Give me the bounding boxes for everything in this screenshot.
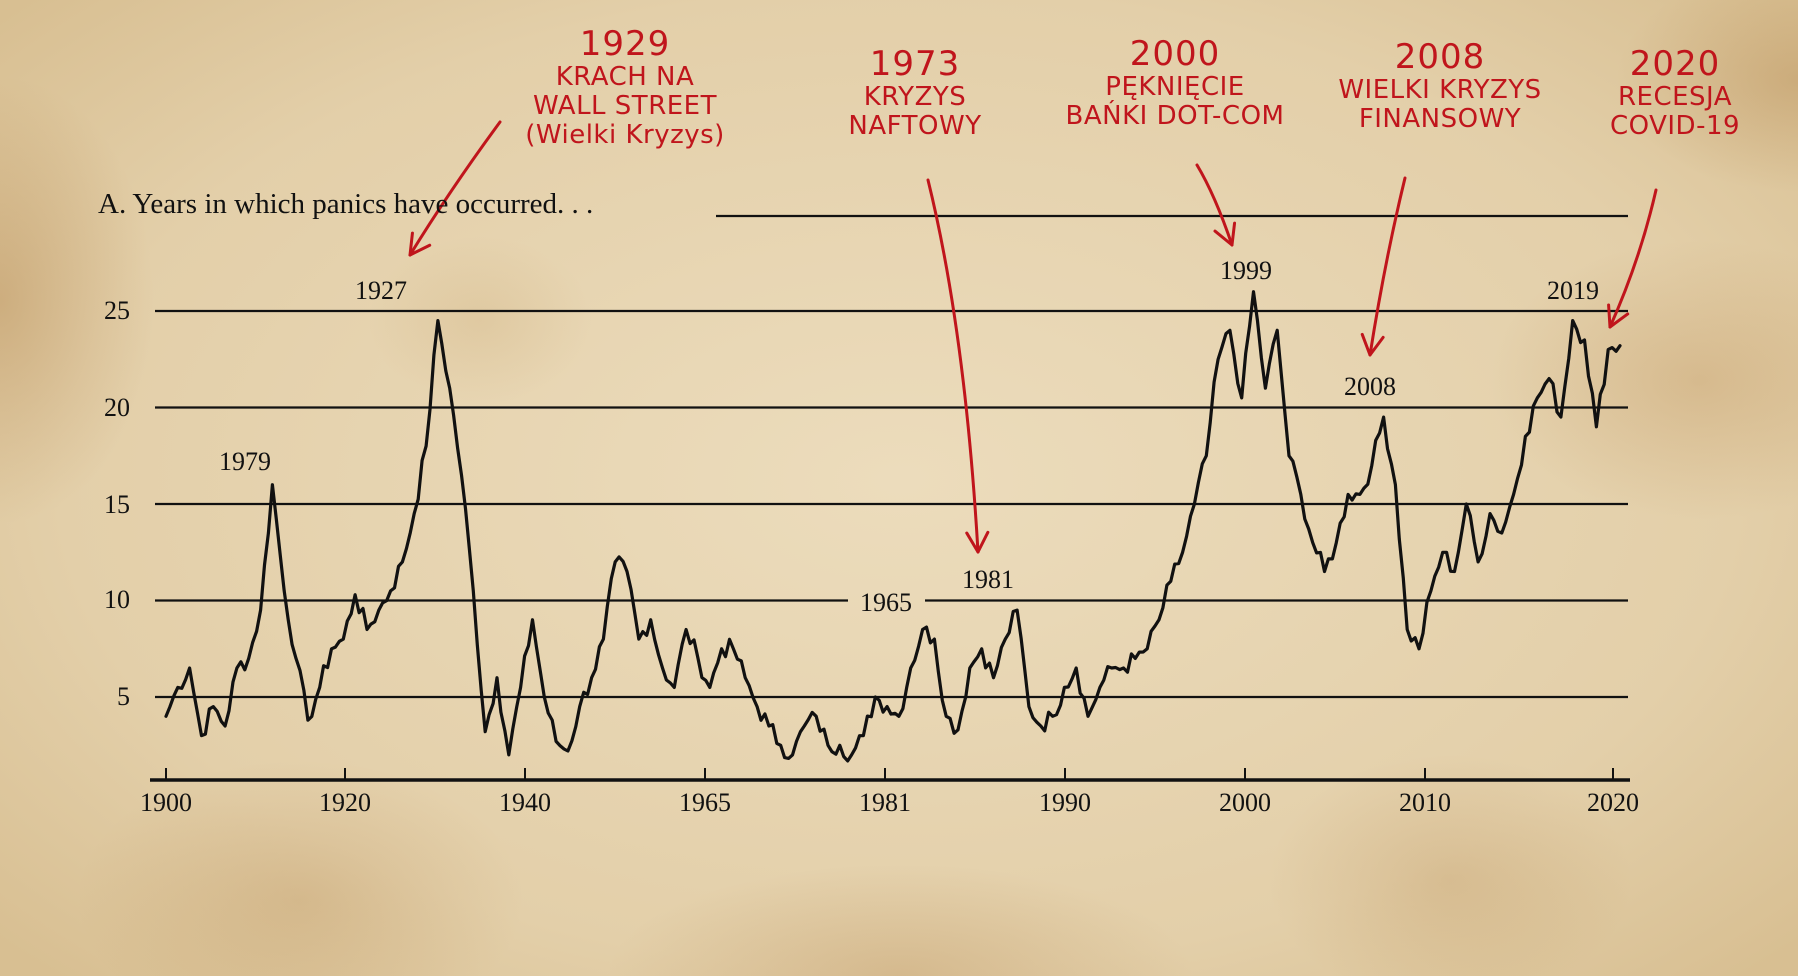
y-tick-20: 20 [104, 393, 130, 422]
y-tick-5: 5 [117, 682, 130, 711]
annotation-2000-year: 2000 [1129, 34, 1221, 74]
y-tick-15: 15 [104, 490, 130, 519]
annotation-2000-line-1: PĘKNIĘCIE [1105, 72, 1245, 103]
annotation-2008-year: 2008 [1394, 37, 1486, 77]
x-tick-1981: 1981 [859, 788, 911, 817]
x-tick-2020: 2020 [1587, 788, 1639, 817]
gridlines [155, 214, 1628, 699]
annotation-2008: 2008 WIELKI KRYZYS FINANSOWY [1320, 38, 1560, 134]
x-axis [150, 768, 1630, 782]
x-tick-1920: 1920 [319, 788, 371, 817]
annotation-2020: 2020 RECESJA COVID-19 [1590, 45, 1760, 141]
annotation-1929: 1929 KRACH NA WALL STREET (Wielki Kryzys… [505, 25, 745, 150]
annotation-1929-line-1: KRACH NA [555, 62, 695, 93]
peak-label-1979: 1979 [219, 447, 271, 476]
peak-label-1965: 1965 [860, 588, 912, 617]
annotation-1973-year: 1973 [869, 44, 961, 84]
annotation-2020-line-2: COVID-19 [1609, 111, 1741, 142]
x-tick-1940: 1940 [499, 788, 551, 817]
panic-index-line [164, 290, 1622, 763]
annotation-2008-line-1: WIELKI KRYZYS [1338, 75, 1542, 106]
annotation-1929-line-2: WALL STREET [533, 91, 717, 122]
annotation-1929-line-3: (Wielki Kryzys) [525, 120, 725, 151]
chart-title: A. Years in which panics have occurred. … [98, 188, 594, 220]
peak-label-1999: 1999 [1220, 256, 1272, 285]
annotation-2020-line-1: RECESJA [1617, 82, 1733, 113]
annotation-arrows [408, 120, 1658, 554]
peak-label-1981: 1981 [962, 565, 1014, 594]
annotation-2008-line-2: FINANSOWY [1358, 104, 1522, 135]
x-tick-2000: 2000 [1219, 788, 1271, 817]
annotation-1929-year: 1929 [579, 24, 671, 64]
peak-label-2008: 2008 [1344, 372, 1396, 401]
annotation-2000-line-2: BAŃKI DOT-COM [1065, 101, 1285, 132]
x-tick-1990: 1990 [1039, 788, 1091, 817]
annotation-1973: 1973 KRYZYS NAFTOWY [830, 45, 1000, 141]
annotation-1973-line-2: NAFTOWY [848, 111, 982, 142]
annotation-2000: 2000 PĘKNIĘCIE BAŃKI DOT-COM [1055, 35, 1295, 131]
peak-label-1927: 1927 [355, 276, 407, 305]
annotation-1973-line-1: KRYZYS [863, 82, 967, 113]
x-tick-2010: 2010 [1399, 788, 1451, 817]
peak-label-2019: 2019 [1547, 276, 1599, 305]
y-tick-25: 25 [104, 296, 130, 325]
x-tick-1900: 1900 [140, 788, 192, 817]
annotation-2020-year: 2020 [1629, 44, 1721, 84]
y-tick-10: 10 [104, 585, 130, 614]
x-tick-1965: 1965 [679, 788, 731, 817]
